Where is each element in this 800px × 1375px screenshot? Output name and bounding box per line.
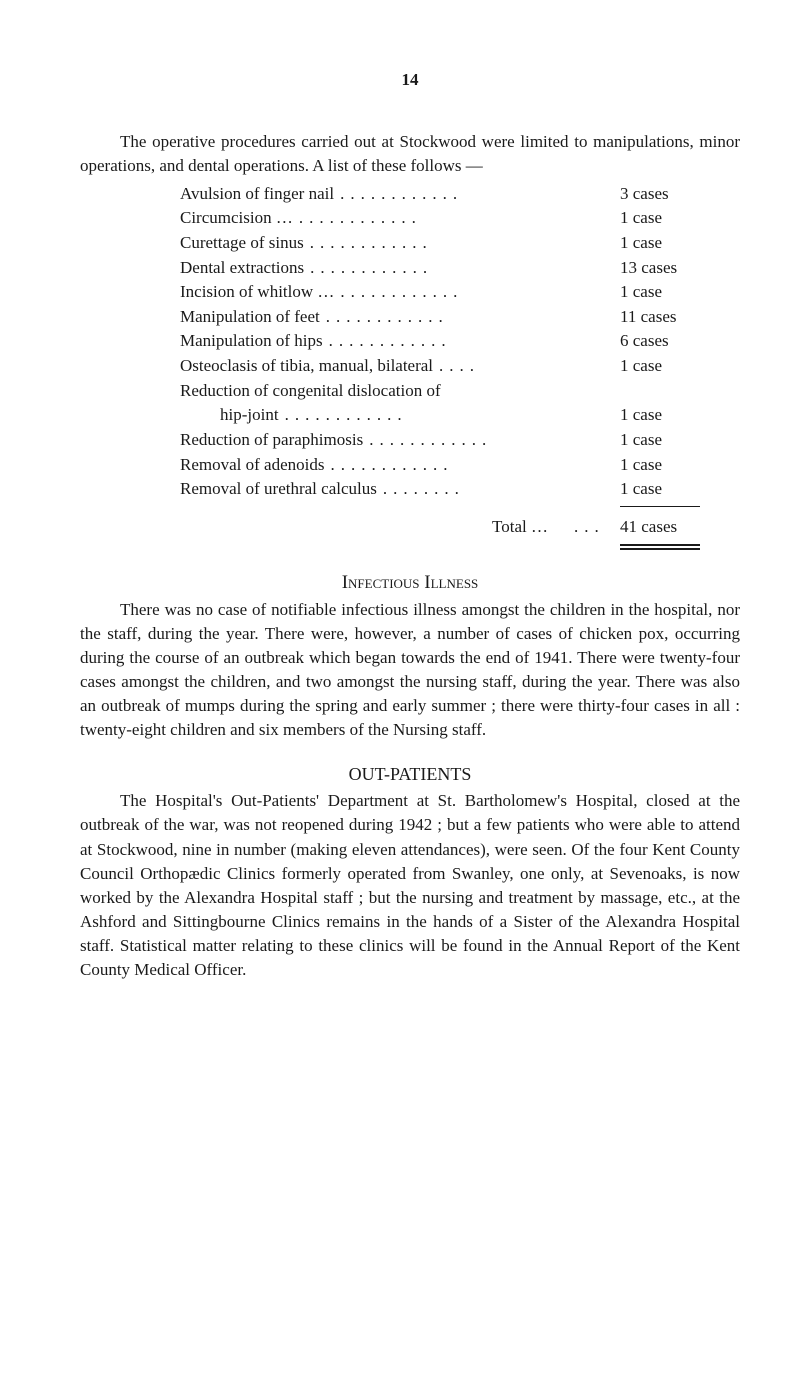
list-value: 1 case — [620, 206, 700, 231]
list-value: 1 case — [620, 354, 700, 379]
procedure-list: Avulsion of finger nail ............ 3 c… — [180, 182, 700, 550]
list-value: 3 cases — [620, 182, 700, 207]
list-label: Manipulation of feet — [180, 305, 320, 330]
total-rule-bottom — [620, 544, 700, 550]
page-container: 14 The operative procedures carried out … — [0, 0, 800, 1044]
list-item: Manipulation of hips ............ 6 case… — [180, 329, 700, 354]
list-value: 1 case — [620, 453, 700, 478]
leader-dots: ............ — [320, 305, 620, 330]
list-item: Removal of adenoids ............ 1 case — [180, 453, 700, 478]
leader-dots: ............ — [304, 256, 620, 281]
list-item: Curettage of sinus ............ 1 case — [180, 231, 700, 256]
total-label: Total … — [180, 515, 568, 540]
leader-dots: ........ — [377, 477, 620, 502]
list-label: Curettage of sinus — [180, 231, 304, 256]
infectious-paragraph: There was no case of notifiable infectio… — [80, 598, 740, 743]
list-label: Incision of whitlow … — [180, 280, 334, 305]
leader-dots: ............ — [304, 231, 620, 256]
list-item: hip-joint ............ 1 case — [180, 403, 700, 428]
list-label: Osteoclasis of tibia, manual, bilateral — [180, 354, 433, 379]
leader-dots: ............ — [363, 428, 620, 453]
outpatients-heading: OUT-PATIENTS — [80, 764, 740, 785]
list-label: Manipulation of hips — [180, 329, 323, 354]
list-value: 13 cases — [620, 256, 700, 281]
list-label: Circumcision … — [180, 206, 293, 231]
total-row: Total … ... 41 cases — [180, 515, 700, 540]
list-value: 1 case — [620, 428, 700, 453]
list-value: 1 case — [620, 231, 700, 256]
list-item: Osteoclasis of tibia, manual, bilateral … — [180, 354, 700, 379]
list-value: 1 case — [620, 477, 700, 502]
leader-dots: ............ — [334, 182, 620, 207]
list-label: Dental extractions — [180, 256, 304, 281]
list-item: Avulsion of finger nail ............ 3 c… — [180, 182, 700, 207]
list-item: Dental extractions ............ 13 cases — [180, 256, 700, 281]
leader-dots: ............ — [324, 453, 620, 478]
list-label: Removal of adenoids — [180, 453, 324, 478]
total-value: 41 cases — [620, 515, 700, 540]
leader-dots: .... — [433, 354, 620, 379]
list-label: Reduction of congenital dislocation of — [180, 379, 441, 404]
list-item: Incision of whitlow … ............ 1 cas… — [180, 280, 700, 305]
leader-dots: ... — [568, 515, 620, 540]
list-label: hip-joint — [180, 403, 279, 428]
list-label: Avulsion of finger nail — [180, 182, 334, 207]
leader-dots: ............ — [334, 280, 620, 305]
infectious-heading: Infectious Illness — [80, 572, 740, 594]
intro-paragraph: The operative procedures carried out at … — [80, 130, 740, 178]
leader-dots: ............ — [293, 206, 620, 231]
list-value: 11 cases — [620, 305, 700, 330]
total-rule-top — [620, 506, 700, 507]
page-number: 14 — [80, 70, 740, 90]
list-label: Removal of urethral calculus — [180, 477, 377, 502]
list-value: 1 case — [620, 280, 700, 305]
list-item: Reduction of congenital dislocation of — [180, 379, 700, 404]
list-item: Circumcision … ............ 1 case — [180, 206, 700, 231]
list-label: Reduction of paraphimosis — [180, 428, 363, 453]
list-value: 6 cases — [620, 329, 700, 354]
list-item: Reduction of paraphimosis ............ 1… — [180, 428, 700, 453]
list-item: Removal of urethral calculus ........ 1 … — [180, 477, 700, 502]
leader-dots: ............ — [279, 403, 620, 428]
list-item: Manipulation of feet ............ 11 cas… — [180, 305, 700, 330]
leader-dots: ............ — [323, 329, 620, 354]
outpatients-paragraph: The Hospital's Out-Patients' Department … — [80, 789, 740, 982]
list-value: 1 case — [620, 403, 700, 428]
